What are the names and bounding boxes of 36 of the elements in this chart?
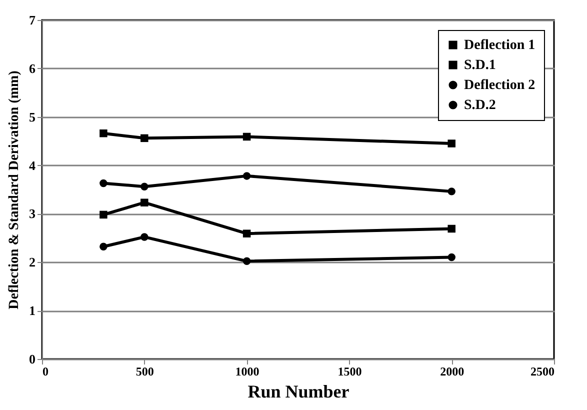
y-tick-label: 4 (29, 158, 36, 173)
point (448, 253, 456, 262)
point (448, 140, 456, 148)
y-axis-title: Deflection & Standard Derivation (mm) (7, 70, 22, 310)
y-tick-label: 5 (29, 109, 36, 124)
point (242, 257, 251, 266)
point (140, 182, 148, 190)
point (100, 179, 108, 188)
x-tick-label: 1000 (235, 364, 260, 378)
point (100, 210, 108, 219)
y-tick-label: 2 (29, 254, 36, 270)
legend-label: S.D.2 (464, 98, 496, 113)
legend-label: Deflection 2 (464, 78, 536, 93)
point (242, 132, 251, 141)
point (100, 242, 108, 251)
point (140, 134, 148, 142)
x-axis-title: Run Number (248, 382, 350, 402)
x-tick-label: 0 (42, 364, 48, 378)
point (140, 233, 148, 241)
x-tick-label: 2000 (440, 364, 464, 378)
point (448, 188, 456, 196)
point (140, 198, 148, 206)
y-tick-label: 3 (29, 206, 36, 222)
y-tick-label: 6 (29, 60, 36, 76)
point (448, 224, 456, 233)
x-tick-label: 1500 (338, 364, 362, 378)
x-tick-label: 500 (136, 364, 154, 378)
point (100, 129, 108, 138)
point (242, 230, 251, 238)
x-tick-label: 2500 (530, 364, 554, 378)
legend-label: Deflection 1 (464, 38, 536, 53)
y-tick-label: 7 (29, 12, 36, 28)
point (242, 172, 251, 180)
y-tick-label: 1 (29, 303, 36, 318)
legend-label: S.D.1 (464, 58, 496, 73)
y-tick-label: 0 (29, 352, 36, 366)
